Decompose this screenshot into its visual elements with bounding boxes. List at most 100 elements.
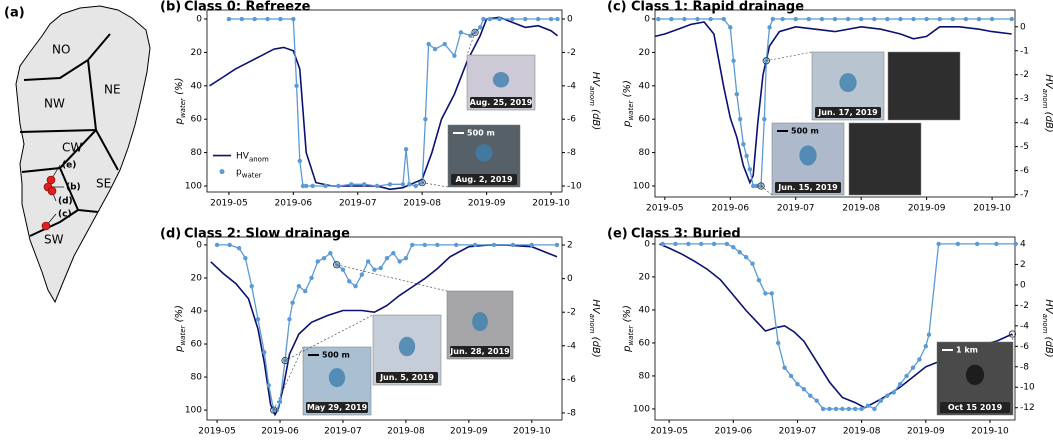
y-axis-label-part: (%) <box>174 305 185 325</box>
y-axis-label-part: p <box>622 121 633 128</box>
data-point <box>262 350 266 354</box>
data-point <box>375 184 379 188</box>
y-tick-label: 20 <box>191 48 203 58</box>
y-tick-label: 0 <box>196 15 202 25</box>
data-point <box>316 259 320 263</box>
x-tick-label: 2019-10 <box>973 204 1011 214</box>
y2-tick-label: -7 <box>1020 190 1029 200</box>
x-tick-label: 2019-06 <box>275 199 313 209</box>
y2-tick-label: -2 <box>567 308 576 318</box>
y2-tick-label: 4 <box>1020 239 1026 249</box>
data-point <box>936 242 940 246</box>
data-point <box>362 182 366 186</box>
data-point <box>686 242 690 246</box>
data-point <box>744 255 748 259</box>
data-point <box>807 17 811 21</box>
data-point <box>795 382 799 386</box>
legend-marker <box>220 169 225 174</box>
x-tick-label: 2019-06 <box>714 427 752 437</box>
y-axis-label-part: p <box>174 346 185 353</box>
data-point <box>237 246 241 250</box>
inset-leader <box>422 183 448 187</box>
data-point <box>443 42 447 46</box>
data-point <box>708 17 712 21</box>
y2-axis-label-part: anom <box>588 314 596 334</box>
data-point <box>423 117 427 121</box>
data-point <box>328 251 332 255</box>
lake-shape <box>399 337 415 357</box>
data-point <box>728 25 732 29</box>
data-point <box>1013 242 1017 246</box>
data-point <box>898 382 902 386</box>
data-point <box>833 17 837 21</box>
chart-title: Class 2: Slow drainage <box>184 227 350 242</box>
scale-label: 500 m <box>322 351 350 360</box>
inset-caption: Oct 15 2019 <box>948 403 1003 412</box>
data-point <box>904 374 908 378</box>
data-point <box>975 242 979 246</box>
y-axis-label-part: (%) <box>622 80 633 100</box>
y-tick-label: 20 <box>639 272 651 282</box>
y2-tick-label: 0 <box>567 274 573 284</box>
greenland-map: (a)NONENWCWSESW(e)(b)(d)(c) <box>4 6 150 303</box>
legend-label-part: water <box>242 172 262 180</box>
data-point <box>1010 17 1014 21</box>
greenland-outline <box>16 6 150 302</box>
x-tick-label: 2019-10 <box>971 427 1009 437</box>
inset-caption: Jun. 5, 2019 <box>379 373 434 382</box>
data-point <box>782 365 786 369</box>
data-point <box>334 263 338 267</box>
data-point <box>859 407 863 411</box>
y-tick-label: 60 <box>639 115 651 125</box>
data-point <box>347 279 351 283</box>
inset-caption: May 29, 2019 <box>307 403 368 412</box>
y-tick-label: 40 <box>191 81 203 91</box>
region-label: NW <box>44 97 65 111</box>
data-point <box>924 17 928 21</box>
data-point <box>297 284 301 288</box>
data-point <box>459 30 463 34</box>
y-axis-label-part: p <box>174 118 185 125</box>
data-point <box>265 17 269 21</box>
y2-tick-label: -12 <box>1020 403 1035 413</box>
marker-label: (b) <box>66 183 81 193</box>
data-point <box>866 403 870 407</box>
x-tick-label: 2019-09 <box>468 199 506 209</box>
data-point <box>366 259 370 263</box>
region-label: CW <box>62 141 82 155</box>
data-point <box>994 242 998 246</box>
data-point <box>898 17 902 21</box>
x-tick-label: 2019-09 <box>907 427 945 437</box>
data-point <box>808 394 812 398</box>
data-point <box>310 184 314 188</box>
y2-axis-label-part: (dB) <box>590 334 601 358</box>
y2-tick-label: -6 <box>567 375 576 385</box>
lake-marker <box>48 187 56 195</box>
data-point <box>252 17 256 21</box>
y-axis-label-part: water <box>627 324 635 345</box>
data-point <box>227 17 231 21</box>
x-tick-label: 2019-07 <box>777 204 815 214</box>
data-point <box>298 159 302 163</box>
y-tick-label: 80 <box>639 148 651 158</box>
y2-tick-label: -6 <box>1020 342 1029 352</box>
data-point <box>404 256 408 260</box>
marker-label: (e) <box>62 161 76 171</box>
data-point <box>872 17 876 21</box>
y2-tick-label: -4 <box>567 341 576 351</box>
data-point <box>859 17 863 21</box>
inset-leader <box>337 265 447 291</box>
x-tick-label: 2019-07 <box>779 427 817 437</box>
data-point <box>243 256 247 260</box>
legend-label-part: HV <box>236 151 250 161</box>
y-axis-label: pwater (%) <box>622 305 635 353</box>
y-axis-label-part: water <box>179 97 187 118</box>
chart-title: Class 0: Refreeze <box>184 0 311 15</box>
y2-tick-label: -8 <box>567 408 576 418</box>
data-point <box>435 243 439 247</box>
data-point <box>712 242 716 246</box>
panel-label: (d) <box>160 227 181 242</box>
y2-tick-label: -10 <box>1020 383 1035 393</box>
legend-label-part: anom <box>249 156 269 164</box>
lake-shape <box>329 368 345 387</box>
